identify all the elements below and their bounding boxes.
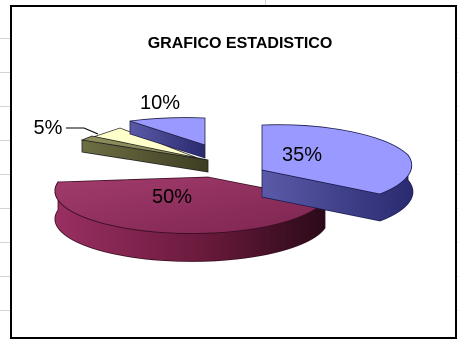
pie-slice[interactable] <box>129 117 206 159</box>
data-label: 5% <box>34 117 63 139</box>
chart-title: GRAFICO ESTADISTICO <box>148 35 333 52</box>
pie-slice[interactable] <box>80 135 209 173</box>
data-label: 50% <box>152 186 192 208</box>
pie-slice[interactable] <box>261 124 414 222</box>
data-label: 10% <box>140 92 180 114</box>
pie-slice[interactable] <box>54 176 326 262</box>
leader-line <box>66 127 99 135</box>
data-label: 35% <box>282 144 322 166</box>
